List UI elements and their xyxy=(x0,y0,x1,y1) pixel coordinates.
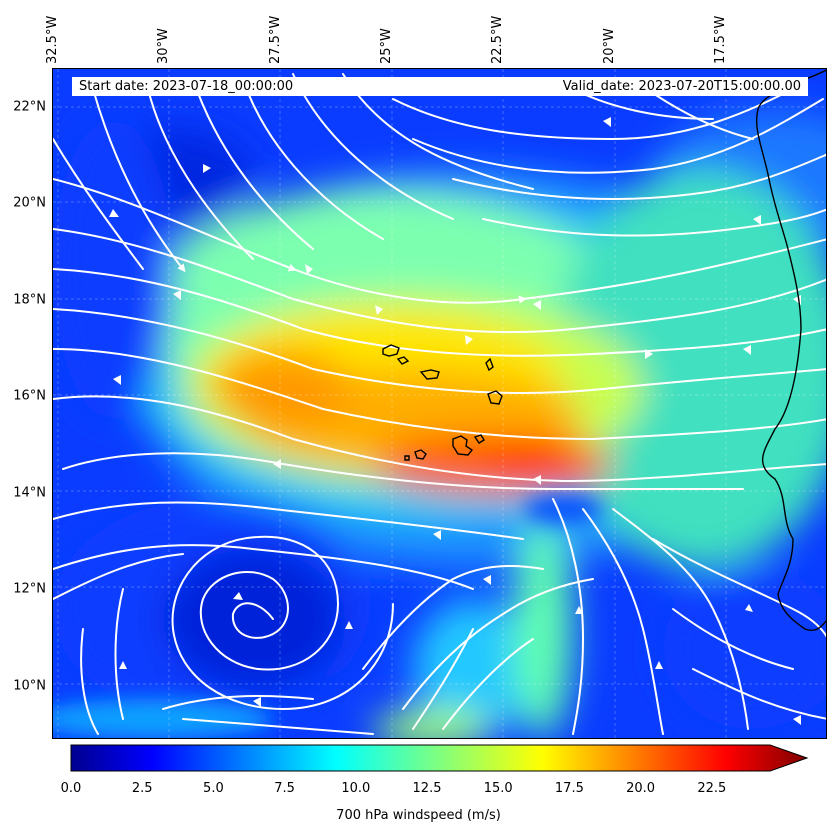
colorbar-tick-label: 10.0 xyxy=(341,781,371,796)
colorbar-title: 700 hPa windspeed (m/s) xyxy=(336,808,501,823)
streamlines xyxy=(53,73,826,735)
colorbar-tick-label: 15.0 xyxy=(483,781,513,796)
colorbar-tick-label: 17.5 xyxy=(554,781,584,796)
lat-label: 12°N xyxy=(13,581,46,597)
windspeed-map xyxy=(53,69,826,738)
colorbar-tick-label: 2.5 xyxy=(131,781,153,796)
lat-label: 18°N xyxy=(13,292,46,308)
lon-label: 27.5°W xyxy=(267,15,283,64)
start-date: Start date: 2023-07-18_00:00:00 xyxy=(79,79,294,94)
valid-date: Valid_date: 2023-07-20T15:00:00.00 xyxy=(562,79,801,94)
lon-label: 20°W xyxy=(601,28,617,64)
lat-label: 14°N xyxy=(13,485,46,501)
latitude-labels: 22°N 20°N 18°N 16°N 14°N 12°N 10°N xyxy=(0,0,52,740)
colorbar-tick-label: 20.0 xyxy=(626,781,656,796)
lon-label: 30°W xyxy=(156,28,172,64)
map-panel[interactable]: Start date: 2023-07-18_00:00:00 Valid_da… xyxy=(52,68,827,739)
colorbar-tick-label: 5.0 xyxy=(203,781,224,796)
date-box: Start date: 2023-07-18_00:00:00 Valid_da… xyxy=(72,77,808,96)
colorbar xyxy=(70,744,809,772)
lon-label: 22.5°W xyxy=(490,15,506,64)
lat-label: 16°N xyxy=(13,388,46,404)
coastlines xyxy=(382,69,826,631)
colorbar-tick-label: 0.0 xyxy=(60,781,82,796)
lon-label: 25°W xyxy=(379,28,395,64)
longitude-labels: 32.5°W 30°W 27.5°W 25°W 22.5°W 20°W 17.5°W xyxy=(0,0,837,68)
lat-label: 20°N xyxy=(13,195,46,211)
lat-label: 10°N xyxy=(13,678,46,694)
streamline-arrows xyxy=(109,117,801,725)
colorbar-tick-label: 12.5 xyxy=(412,781,442,796)
colorbar-gradient xyxy=(70,744,809,772)
lat-label: 22°N xyxy=(13,99,46,115)
windspeed-detail xyxy=(53,495,603,738)
lon-label: 17.5°W xyxy=(713,15,729,64)
colorbar-tick-label: 22.5 xyxy=(697,781,727,796)
colorbar-tick-label: 7.5 xyxy=(274,781,295,796)
